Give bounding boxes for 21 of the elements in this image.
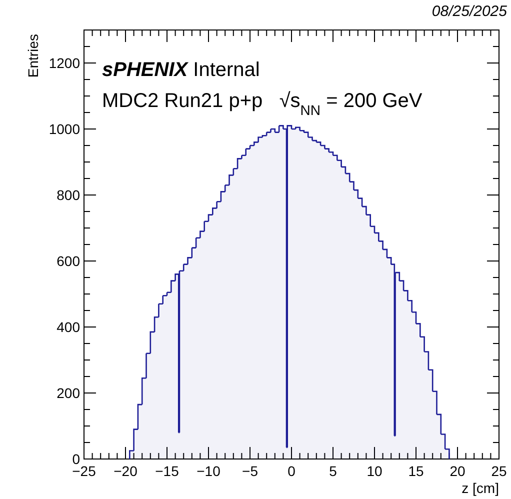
x-tick-label: −15 bbox=[155, 463, 180, 479]
y-tick-label: 600 bbox=[56, 253, 80, 269]
x-tick-label: 25 bbox=[491, 463, 507, 479]
x-tick-label: 10 bbox=[366, 463, 382, 479]
y-tick-label: 400 bbox=[56, 319, 80, 335]
x-tick-label: 15 bbox=[408, 463, 424, 479]
x-tick-label: −10 bbox=[196, 463, 221, 479]
x-tick-label: −5 bbox=[242, 463, 258, 479]
y-tick-label: 1200 bbox=[48, 55, 80, 71]
x-tick-label: −20 bbox=[114, 463, 138, 479]
x-tick-label: 0 bbox=[288, 463, 296, 479]
text: 08/25/2025 bbox=[432, 3, 508, 20]
text: sPHENIX Internal bbox=[102, 59, 260, 81]
y-tick-label: 1000 bbox=[48, 121, 80, 137]
y-axis-title: Entries bbox=[25, 34, 41, 78]
text: MDC2 Run21 p+p √s$_{NN}$ = 200 GeV bbox=[102, 90, 423, 118]
x-axis-title: z [cm] bbox=[462, 480, 499, 496]
x-tick-label: 5 bbox=[329, 463, 338, 479]
y-tick-label: 200 bbox=[56, 385, 80, 401]
y-tick-label: 800 bbox=[56, 187, 80, 203]
x-tick-label: 20 bbox=[450, 463, 466, 479]
